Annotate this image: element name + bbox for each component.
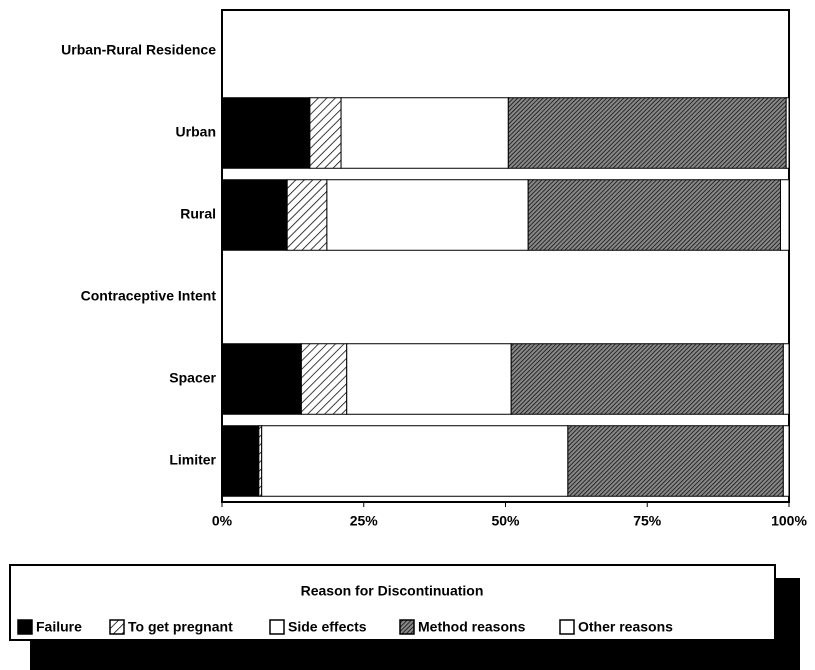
y-tick-label: Spacer [169, 370, 216, 386]
x-tick-label: 0% [212, 513, 233, 529]
y-tick-label: Limiter [169, 452, 216, 468]
bar-segment [221, 425, 260, 497]
x-tick-label: 100% [771, 513, 807, 529]
bar-segment [346, 343, 512, 415]
y-tick-label: Urban-Rural Residence [61, 42, 216, 58]
bar-segment [785, 97, 790, 169]
legend-shadow [775, 578, 800, 670]
bar-segment [221, 179, 288, 251]
y-tick-label: Contraceptive Intent [81, 288, 217, 304]
bar-segment [567, 425, 784, 497]
bar-segment [340, 97, 509, 169]
x-tick-label: 25% [350, 513, 379, 529]
legend-swatch [559, 619, 575, 635]
bar-segment [221, 97, 311, 169]
legend-title: Reason for Discontinuation [301, 583, 484, 599]
legend-swatch [109, 619, 125, 635]
legend-label: Other reasons [578, 619, 673, 635]
legend-swatch [399, 619, 415, 635]
bar-segment [779, 179, 790, 251]
x-tick-label: 50% [491, 513, 520, 529]
bar-segment [507, 97, 787, 169]
y-tick-label: Rural [180, 206, 216, 222]
legend-label: Method reasons [418, 619, 526, 635]
x-tick-label: 75% [633, 513, 662, 529]
legend-box [9, 564, 776, 641]
bar-segment [286, 179, 328, 251]
legend-label: Side effects [288, 619, 367, 635]
plot-frame [221, 9, 790, 503]
bar-segment [221, 343, 302, 415]
bar-segment [782, 343, 790, 415]
y-tick-label: Urban [176, 124, 216, 140]
bar-segment [527, 179, 781, 251]
bar-segment [309, 97, 342, 169]
bar-segment [300, 343, 348, 415]
bar-segment [326, 179, 529, 251]
legend-swatch [269, 619, 285, 635]
legend-label: To get pregnant [128, 619, 233, 635]
legend-shadow [30, 640, 800, 670]
legend-swatch [17, 619, 33, 635]
legend-label: Failure [36, 619, 82, 635]
bar-segment [510, 343, 784, 415]
bar-segment [782, 425, 790, 497]
bar-segment [261, 425, 569, 497]
